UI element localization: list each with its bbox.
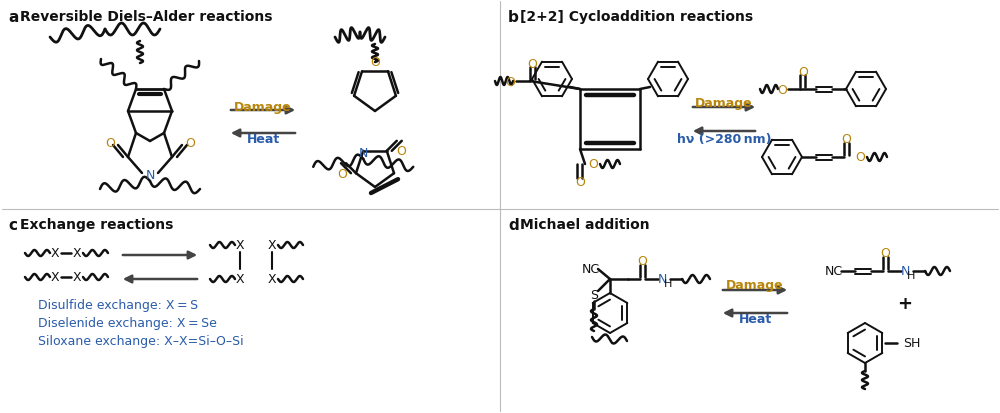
Text: Siloxane exchange: X–X=Si–O–Si: Siloxane exchange: X–X=Si–O–Si bbox=[38, 335, 244, 348]
Text: Diselenide exchange: X = Se: Diselenide exchange: X = Se bbox=[38, 317, 217, 330]
Text: [2+2] Cycloaddition reactions: [2+2] Cycloaddition reactions bbox=[520, 10, 753, 24]
Text: X: X bbox=[236, 239, 244, 252]
Text: O: O bbox=[637, 255, 647, 268]
Text: b: b bbox=[508, 10, 519, 25]
Text: O: O bbox=[880, 247, 890, 260]
Text: d: d bbox=[508, 218, 519, 233]
Text: O: O bbox=[185, 137, 195, 150]
Text: N: N bbox=[657, 273, 667, 286]
Text: Damage: Damage bbox=[234, 101, 292, 114]
Text: N: N bbox=[359, 147, 368, 160]
Text: H: H bbox=[907, 271, 915, 280]
Text: X: X bbox=[73, 271, 81, 284]
Text: Heat: Heat bbox=[246, 133, 280, 146]
Text: Damage: Damage bbox=[726, 279, 784, 292]
Text: SH: SH bbox=[903, 337, 920, 350]
Text: X: X bbox=[51, 271, 59, 284]
Text: O: O bbox=[105, 137, 115, 150]
Text: a: a bbox=[8, 10, 18, 25]
Text: X: X bbox=[236, 273, 244, 286]
Text: Reversible Diels–Alder reactions: Reversible Diels–Alder reactions bbox=[20, 10, 272, 24]
Text: Heat: Heat bbox=[738, 313, 772, 326]
Text: H: H bbox=[664, 278, 672, 288]
Text: Damage: Damage bbox=[695, 97, 753, 110]
Text: Disulfide exchange: X = S: Disulfide exchange: X = S bbox=[38, 299, 198, 312]
Text: X: X bbox=[268, 273, 276, 286]
Text: O: O bbox=[337, 167, 347, 180]
Text: O: O bbox=[505, 75, 515, 88]
Text: X: X bbox=[268, 239, 276, 252]
Text: N: N bbox=[900, 265, 910, 278]
Text: O: O bbox=[588, 158, 598, 171]
Text: O: O bbox=[370, 56, 380, 69]
Text: O: O bbox=[798, 65, 808, 78]
Text: Exchange reactions: Exchange reactions bbox=[20, 218, 173, 231]
Text: NC: NC bbox=[582, 263, 600, 276]
Text: O: O bbox=[575, 176, 585, 189]
Text: Michael addition: Michael addition bbox=[520, 218, 650, 231]
Text: +: + bbox=[898, 294, 912, 312]
Text: O: O bbox=[855, 151, 865, 164]
Text: c: c bbox=[8, 218, 17, 233]
Text: S: S bbox=[590, 289, 598, 302]
Text: N: N bbox=[145, 169, 155, 182]
Text: O: O bbox=[396, 145, 406, 158]
Text: NC: NC bbox=[825, 265, 843, 278]
Text: O: O bbox=[777, 83, 787, 96]
Text: O: O bbox=[841, 133, 851, 146]
Text: hν (>280 nm): hν (>280 nm) bbox=[677, 133, 771, 146]
Text: X: X bbox=[51, 247, 59, 260]
Text: X: X bbox=[73, 247, 81, 260]
Text: O: O bbox=[527, 57, 537, 70]
